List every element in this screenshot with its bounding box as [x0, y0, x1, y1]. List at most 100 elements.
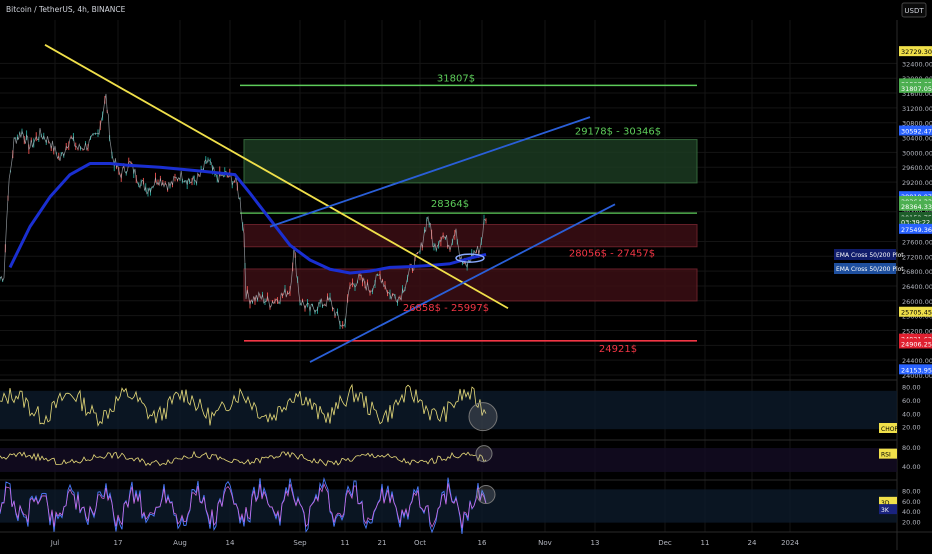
price-badge-bg [899, 338, 932, 349]
zone-1 [243, 224, 698, 248]
currency-button[interactable]: USDT [904, 7, 924, 15]
currency-button-frame[interactable] [901, 2, 927, 18]
time-tick: Sep [293, 539, 307, 547]
osc-tick: 40.00 [902, 463, 921, 471]
time-tick: 17 [114, 539, 123, 547]
time-tick: Dec [658, 539, 672, 547]
price-badge-bg [899, 306, 932, 317]
osc-tick: 80.00 [902, 384, 921, 392]
price-badge: 03:39:22 [901, 218, 930, 226]
time-tick: 16 [478, 539, 487, 547]
price-badge: 32729.30 [901, 48, 932, 56]
price-badge: 24906.25 [901, 340, 932, 348]
osc-badge: RSI [881, 452, 891, 459]
price-badge: 24153.95 [901, 366, 932, 374]
oscillator-panels [0, 383, 897, 534]
price-tick: 27200.00 [902, 253, 932, 261]
horizontal-levels [240, 84, 697, 342]
annotations: 31807$ 29178$ - 30346$ 28364$ 28056$ - 2745… [403, 73, 661, 354]
zone-2 [243, 268, 698, 302]
price-tick: 29200.00 [902, 179, 932, 187]
rsi-highlight [475, 445, 493, 463]
price-badge-bg [899, 46, 932, 57]
trend-line-0 [44, 44, 509, 310]
time-tick: 13 [591, 539, 600, 547]
price-tick: 24000.00 [902, 372, 932, 380]
price-line [0, 93, 487, 327]
time-tick: 11 [701, 539, 710, 547]
osc-badge-bg [879, 504, 897, 515]
price-badge: 27549.36 [901, 226, 932, 234]
price-tick: 24400.00 [902, 357, 932, 365]
time-tick: 2024 [781, 539, 799, 547]
price-series [0, 93, 487, 330]
price-badge: 31807.05 [901, 85, 932, 93]
price-tick: 27600.00 [902, 238, 932, 246]
osc-line-1 [0, 450, 487, 467]
osc-line-2 [0, 477, 487, 534]
osc-tick: 60.00 [902, 397, 921, 405]
osc-line-2 [0, 483, 487, 529]
indicator-badge-bg [834, 263, 896, 274]
price-zones [243, 139, 698, 302]
indicator-badge: EMA Cross 50/200 Plot [836, 252, 904, 259]
price-tick: 26400.00 [902, 283, 932, 291]
osc-tick: 40.00 [902, 410, 921, 418]
osc-band-2 [0, 489, 897, 523]
annotation-label: 24921$ [599, 344, 637, 355]
price-axis: 32400.0032000.0031600.0031200.0030800.00… [834, 46, 932, 527]
zone-0 [243, 139, 698, 184]
osc-band-0 [0, 390, 897, 430]
price-tick: 30400.00 [902, 135, 932, 143]
osc-tick: 80.00 [902, 487, 921, 495]
time-tick: 14 [226, 539, 235, 547]
price-badge: 28364.33 [901, 203, 932, 211]
ema-line [8, 162, 487, 275]
osc-badge: CHOP [881, 426, 898, 433]
price-badge-bg [899, 364, 932, 375]
osc-badge: 3K [881, 507, 890, 514]
annotation-label: 28056$ - 27457$ [569, 249, 655, 260]
price-tick: 25200.00 [902, 327, 932, 335]
price-badge-bg [899, 216, 932, 227]
time-tick: 11 [341, 539, 350, 547]
ema-cross-marker [455, 253, 485, 263]
price-tick: 31600.00 [902, 90, 932, 98]
stoch-highlight [476, 485, 496, 505]
trend-lines [44, 44, 616, 363]
price-badge-bg [899, 200, 932, 211]
chop-highlight [468, 402, 498, 432]
price-badge-bg [899, 82, 932, 93]
trend-line-2 [309, 203, 616, 363]
time-tick: Aug [173, 539, 187, 547]
indicator-badge-bg [834, 249, 896, 260]
price-badge: 25705.45 [901, 309, 932, 317]
time-tick: 21 [378, 539, 387, 547]
time-tick: 24 [748, 539, 757, 547]
indicator-badge: EMA Cross 50/200 Plot [836, 266, 904, 273]
price-tick: 30800.00 [902, 120, 932, 128]
chart-title: Bitcoin / TetherUS, 4h, BINANCE [6, 5, 126, 14]
osc-tick: 60.00 [902, 498, 921, 506]
osc-badge-bg [879, 423, 897, 433]
trend-line-1 [269, 116, 591, 228]
osc-band-1 [0, 448, 897, 472]
price-badge-bg [899, 125, 932, 136]
osc-badge-bg [879, 496, 897, 507]
price-tick: 29600.00 [902, 164, 932, 172]
price-tick: 26000.00 [902, 298, 932, 306]
annotation-label: 29178$ - 30346$ [575, 127, 661, 138]
grid [0, 20, 932, 550]
time-tick: Jul [50, 539, 60, 547]
price-badge: 30592.47 [901, 128, 932, 136]
osc-tick: 20.00 [902, 519, 921, 527]
annotation-label: 28364$ [431, 199, 469, 210]
price-tick: 26800.00 [902, 268, 932, 276]
time-tick: Oct [414, 539, 426, 547]
osc-badge: 3D [881, 500, 890, 507]
time-axis: Jul 17 Aug 14 Sep 11 21 Oct 16 Nov 13 Dec 11 24 2024 [50, 539, 800, 547]
osc-line-0 [0, 383, 487, 427]
price-badge-bg [899, 223, 932, 234]
